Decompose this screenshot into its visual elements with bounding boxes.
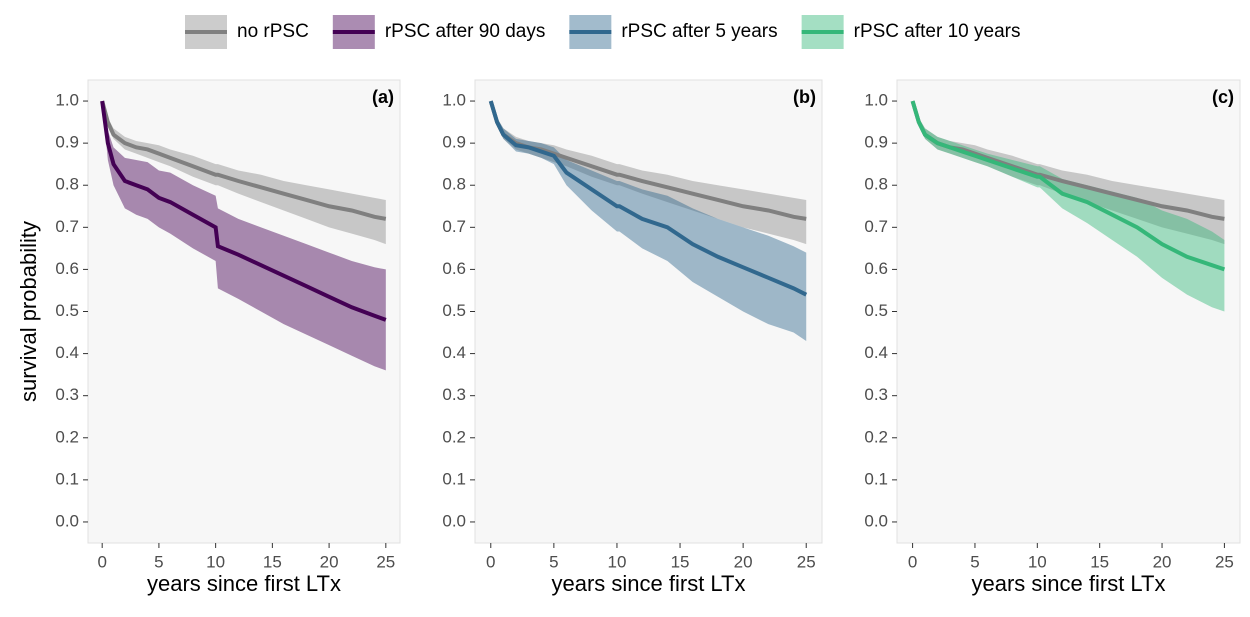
legend-label: no rPSC <box>237 21 309 42</box>
x-tick-label: 5 <box>970 552 979 571</box>
y-tick-label: 0.6 <box>55 259 79 278</box>
plot-background <box>896 79 1241 544</box>
y-tick-label: 0.2 <box>442 427 466 446</box>
x-tick-label: 0 <box>97 552 106 571</box>
legend-label: rPSC after 10 years <box>854 21 1021 42</box>
legend-label: rPSC after 5 years <box>621 21 777 42</box>
survival-line <box>100 100 387 322</box>
x-tick-label: 10 <box>206 552 225 571</box>
panel-label: (b) <box>793 87 816 107</box>
confidence-band <box>912 101 1225 312</box>
confidence-band <box>490 101 807 245</box>
x-tick-label: 15 <box>671 552 690 571</box>
y-tick-label: 0.9 <box>442 133 466 152</box>
y-tick-label: 0.5 <box>55 301 79 320</box>
y-tick-label: 1.0 <box>55 91 79 110</box>
confidence-band <box>102 101 386 371</box>
plot-background <box>474 79 823 544</box>
y-tick-label: 0.2 <box>864 427 888 446</box>
panel-label: (a) <box>372 87 394 107</box>
y-tick-label: 0.7 <box>864 217 888 236</box>
y-tick-label: 0.5 <box>442 301 466 320</box>
x-tick-label: 0 <box>908 552 917 571</box>
y-tick-label: 0.5 <box>864 301 888 320</box>
y-tick-label: 0.3 <box>55 385 79 404</box>
y-tick-label: 0.4 <box>864 343 888 362</box>
y-tick-label: 0.9 <box>55 133 79 152</box>
y-tick-label: 0.0 <box>442 511 466 530</box>
x-axis-title: years since first LTx <box>552 571 746 596</box>
x-tick-label: 25 <box>376 552 395 571</box>
y-tick-label: 0.2 <box>55 427 79 446</box>
x-tick-label: 10 <box>607 552 626 571</box>
survival-line <box>910 100 1226 272</box>
y-tick-label: 0.6 <box>442 259 466 278</box>
x-tick-label: 0 <box>486 552 495 571</box>
x-axis-title: years since first LTx <box>147 571 341 596</box>
x-tick-label: 25 <box>797 552 816 571</box>
plot-background <box>87 79 401 544</box>
y-tick-label: 0.8 <box>55 175 79 194</box>
x-tick-label: 10 <box>1028 552 1047 571</box>
y-tick-label: 0.3 <box>864 385 888 404</box>
y-tick-label: 0.8 <box>442 175 466 194</box>
x-tick-label: 25 <box>1215 552 1234 571</box>
x-tick-label: 20 <box>734 552 753 571</box>
survival-line <box>488 100 808 297</box>
y-tick-label: 0.7 <box>442 217 466 236</box>
x-tick-label: 15 <box>1090 552 1109 571</box>
y-tick-label: 0.7 <box>55 217 79 236</box>
survival-line <box>100 100 387 221</box>
x-axis-title: years since first LTx <box>972 571 1166 596</box>
y-tick-label: 0.9 <box>864 133 888 152</box>
y-axis-title: survival probability <box>16 221 41 402</box>
y-tick-label: 0.4 <box>55 343 79 362</box>
y-tick-label: 0.6 <box>864 259 888 278</box>
x-tick-label: 20 <box>320 552 339 571</box>
y-tick-label: 0.8 <box>864 175 888 194</box>
x-tick-label: 20 <box>1153 552 1172 571</box>
y-tick-label: 0.0 <box>864 511 888 530</box>
y-tick-label: 0.4 <box>442 343 466 362</box>
y-tick-label: 0.1 <box>442 469 466 488</box>
y-tick-label: 0.0 <box>55 511 79 530</box>
panel-label: (c) <box>1212 87 1234 107</box>
confidence-band <box>912 101 1225 245</box>
y-tick-label: 0.1 <box>864 469 888 488</box>
x-tick-label: 5 <box>549 552 558 571</box>
y-tick-label: 0.3 <box>442 385 466 404</box>
x-tick-label: 5 <box>154 552 163 571</box>
x-tick-label: 15 <box>263 552 282 571</box>
y-tick-label: 0.1 <box>55 469 79 488</box>
y-tick-label: 1.0 <box>864 91 888 110</box>
confidence-band <box>102 101 386 245</box>
legend-label: rPSC after 90 days <box>385 21 546 42</box>
y-tick-label: 1.0 <box>442 91 466 110</box>
